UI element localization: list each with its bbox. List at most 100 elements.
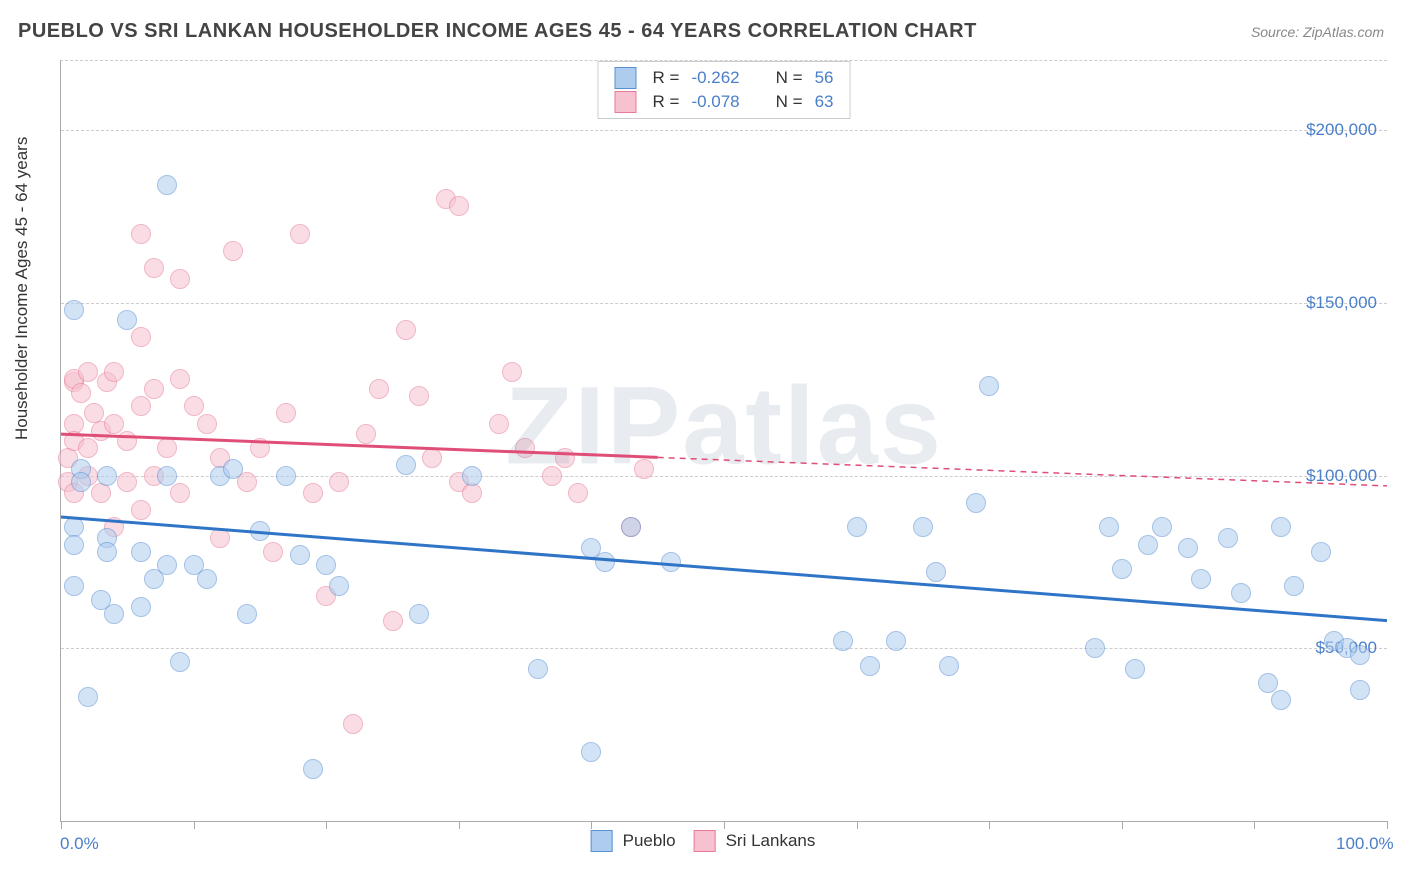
srilankan-point [568,483,588,503]
legend-row-srilankan: R = -0.078 N = 63 [609,90,840,114]
x-tick [1122,821,1123,829]
gridline-h [61,303,1387,304]
srilankan-point [131,396,151,416]
x-tick [591,821,592,829]
pueblo-point [97,466,117,486]
srilankan-point [634,459,654,479]
x-tick-label: 100.0% [1336,834,1394,854]
pueblo-point [290,545,310,565]
srilankan-point [489,414,509,434]
pueblo-point [237,604,257,624]
pueblo-point [886,631,906,651]
srilankan-point [223,241,243,261]
srilankan-point [329,472,349,492]
y-tick-label: $100,000 [1306,466,1377,486]
legend-r-pueblo: -0.262 [685,66,745,90]
pueblo-point [197,569,217,589]
pueblo-point [581,742,601,762]
x-tick [326,821,327,829]
x-tick [724,821,725,829]
pueblo-point [71,472,91,492]
x-tick [1387,821,1388,829]
srilankan-point [104,414,124,434]
srilankan-point [184,396,204,416]
srilankan-point [131,224,151,244]
y-axis-label: Householder Income Ages 45 - 64 years [12,137,32,440]
x-tick [61,821,62,829]
pueblo-point [104,604,124,624]
pueblo-point [528,659,548,679]
pueblo-point [1085,638,1105,658]
pueblo-point [409,604,429,624]
srilankan-point [144,379,164,399]
pueblo-point [913,517,933,537]
srilankan-point [383,611,403,631]
srilankan-point [515,438,535,458]
legend-r-srilankan: -0.078 [685,90,745,114]
pueblo-point [157,175,177,195]
srilankan-point [276,403,296,423]
pueblo-point [1350,680,1370,700]
pueblo-point [170,652,190,672]
pueblo-point [131,597,151,617]
gridline-h [61,130,1387,131]
y-tick-label: $150,000 [1306,293,1377,313]
pueblo-point [157,466,177,486]
srilankan-point [369,379,389,399]
srilankan-point [303,483,323,503]
x-tick [989,821,990,829]
chart-container: PUEBLO VS SRI LANKAN HOUSEHOLDER INCOME … [0,0,1406,892]
srilankan-point [290,224,310,244]
pueblo-point [860,656,880,676]
pueblo-point [661,552,681,572]
pueblo-point [1271,690,1291,710]
swatch-srilankan [615,91,637,113]
pueblo-point [64,535,84,555]
srilankan-point [409,386,429,406]
watermark: ZIPatlas [505,362,943,489]
srilankan-point [170,483,190,503]
pueblo-point [64,300,84,320]
pueblo-point [78,687,98,707]
pueblo-point [97,542,117,562]
gridline-h [61,648,1387,649]
swatch-srilankan-2 [694,830,716,852]
pueblo-point [117,310,137,330]
srilankan-point [117,431,137,451]
srilankan-point [396,320,416,340]
pueblo-point [329,576,349,596]
legend-n-label: N = [770,66,809,90]
srilankan-point [170,269,190,289]
srilankan-point [422,448,442,468]
pueblo-point [316,555,336,575]
srilankan-point [555,448,575,468]
pueblo-point [223,459,243,479]
srilankan-point [157,438,177,458]
srilankan-point [104,362,124,382]
x-tick-label: 0.0% [60,834,99,854]
x-tick [857,821,858,829]
legend-n-label-2: N = [770,90,809,114]
pueblo-point [595,552,615,572]
pueblo-point [131,542,151,562]
pueblo-point [462,466,482,486]
pueblo-point [1284,576,1304,596]
gridline-h [61,476,1387,477]
legend-item-pueblo: Pueblo [591,830,676,852]
srilankan-point [356,424,376,444]
pueblo-point [396,455,416,475]
y-tick-label: $200,000 [1306,120,1377,140]
srilankan-point [449,196,469,216]
legend-r-label: R = [647,66,686,90]
pueblo-point [1218,528,1238,548]
pueblo-point [926,562,946,582]
pueblo-point [1191,569,1211,589]
pueblo-point [1099,517,1119,537]
legend-series: Pueblo Sri Lankans [591,830,816,852]
legend-row-pueblo: R = -0.262 N = 56 [609,66,840,90]
pueblo-point [250,521,270,541]
srilankan-point [462,483,482,503]
srilankan-point [78,438,98,458]
pueblo-point [64,576,84,596]
plot-area: ZIPatlas R = -0.262 N = 56 R = -0.078 N … [60,60,1387,822]
